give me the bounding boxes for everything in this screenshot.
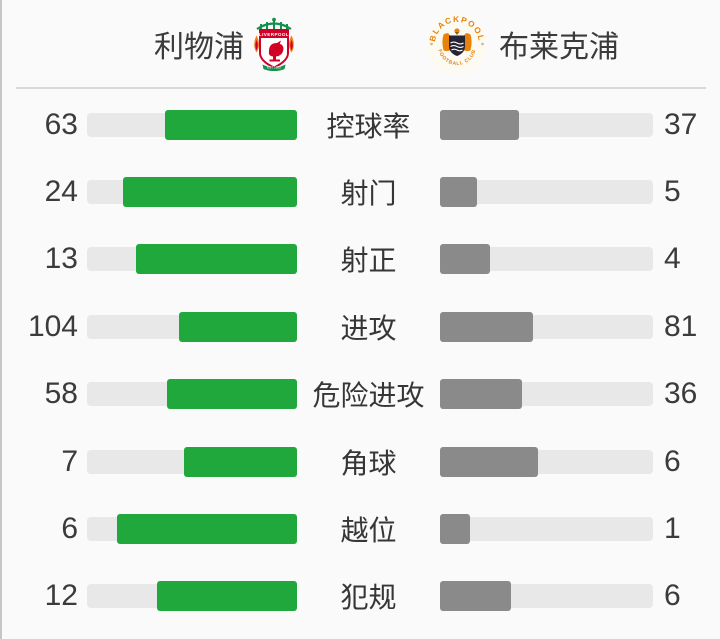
home-bar-track [87,311,297,342]
away-bar-fill [440,446,539,477]
home-bar-fill [164,109,297,140]
away-value: 37 [664,107,698,141]
home-team-header: 利物浦 LIVERPOOL EST 1892 [2,17,361,71]
away-bar-fill [440,379,522,410]
stat-label: 进攻 [340,312,397,344]
away-value: 36 [664,377,698,411]
liverpool-banner-text: LIVERPOOL [259,31,289,36]
home-bar-fill [117,514,297,545]
header-divider [16,87,706,89]
stat-label: 越位 [340,515,397,547]
stat-label: 控球率 [326,110,411,142]
stat-row: 13 射正 4 [2,226,720,293]
away-team-name: 布莱克浦 [499,30,619,64]
home-value: 7 [61,444,78,478]
home-value: 104 [27,309,78,343]
stat-row: 6 越位 1 [2,495,720,562]
away-value: 5 [664,175,681,209]
stat-row: 63 控球率 37 [2,91,720,158]
home-bar-track [87,109,297,140]
home-value: 12 [44,579,78,613]
home-bar-track [87,244,297,275]
home-bar-track [87,177,297,208]
stat-label: 射门 [340,178,397,210]
away-bar-track [440,514,653,545]
away-bar-track [440,177,653,208]
away-value: 6 [664,579,681,613]
away-bar-track [440,244,653,275]
away-bar-track [440,109,653,140]
away-bar-fill [440,581,511,612]
home-bar-fill [157,581,297,612]
stat-label: 犯规 [340,582,397,614]
away-bar-fill [440,177,477,208]
stat-label: 角球 [340,447,397,479]
away-bar-fill [440,311,534,342]
home-bar-track [87,379,297,410]
away-bar-track [440,311,653,342]
home-value: 63 [44,107,78,141]
liverpool-crest-icon: LIVERPOOL EST 1892 [254,17,294,71]
home-bar-track [87,514,297,545]
home-bar-fill [136,244,297,275]
header: 利物浦 LIVERPOOL EST 1892 [2,0,720,87]
home-bar-fill [167,379,297,410]
away-bar-track [440,581,653,612]
home-bar-fill [123,177,297,208]
stats-list: 63 控球率 37 24 射门 5 13 射正 4 104 [2,89,720,630]
stat-row: 104 进攻 81 [2,293,720,360]
blackpool-crest-icon: BLACKPOOL FOOTBALL CLUB [427,13,487,74]
stat-row: 12 犯规 6 [2,563,720,630]
stat-row: 58 危险进攻 36 [2,361,720,428]
away-bar-track [440,379,653,410]
away-value: 6 [664,444,681,478]
away-value: 1 [664,512,681,546]
home-bar-fill [183,446,297,477]
home-value: 24 [44,175,78,209]
away-bar-track [440,446,653,477]
home-value: 6 [61,512,78,546]
stat-row: 7 角球 6 [2,428,720,495]
stat-row: 24 射门 5 [2,158,720,225]
home-bar-track [87,446,297,477]
away-value: 4 [664,242,681,276]
home-value: 58 [44,377,78,411]
stat-label: 危险进攻 [312,380,425,412]
home-value: 13 [44,242,78,276]
away-team-header: BLACKPOOL FOOTBALL CLUB 布莱克浦 [361,10,720,78]
away-value: 81 [664,309,698,343]
home-bar-track [87,581,297,612]
away-bar-fill [440,109,519,140]
stat-label: 射正 [340,245,397,277]
away-bar-fill [440,514,471,545]
liverpool-scroll-text: EST 1892 [267,65,281,69]
home-team-name: 利物浦 [154,30,244,64]
away-bar-fill [440,244,491,275]
home-bar-fill [178,311,297,342]
